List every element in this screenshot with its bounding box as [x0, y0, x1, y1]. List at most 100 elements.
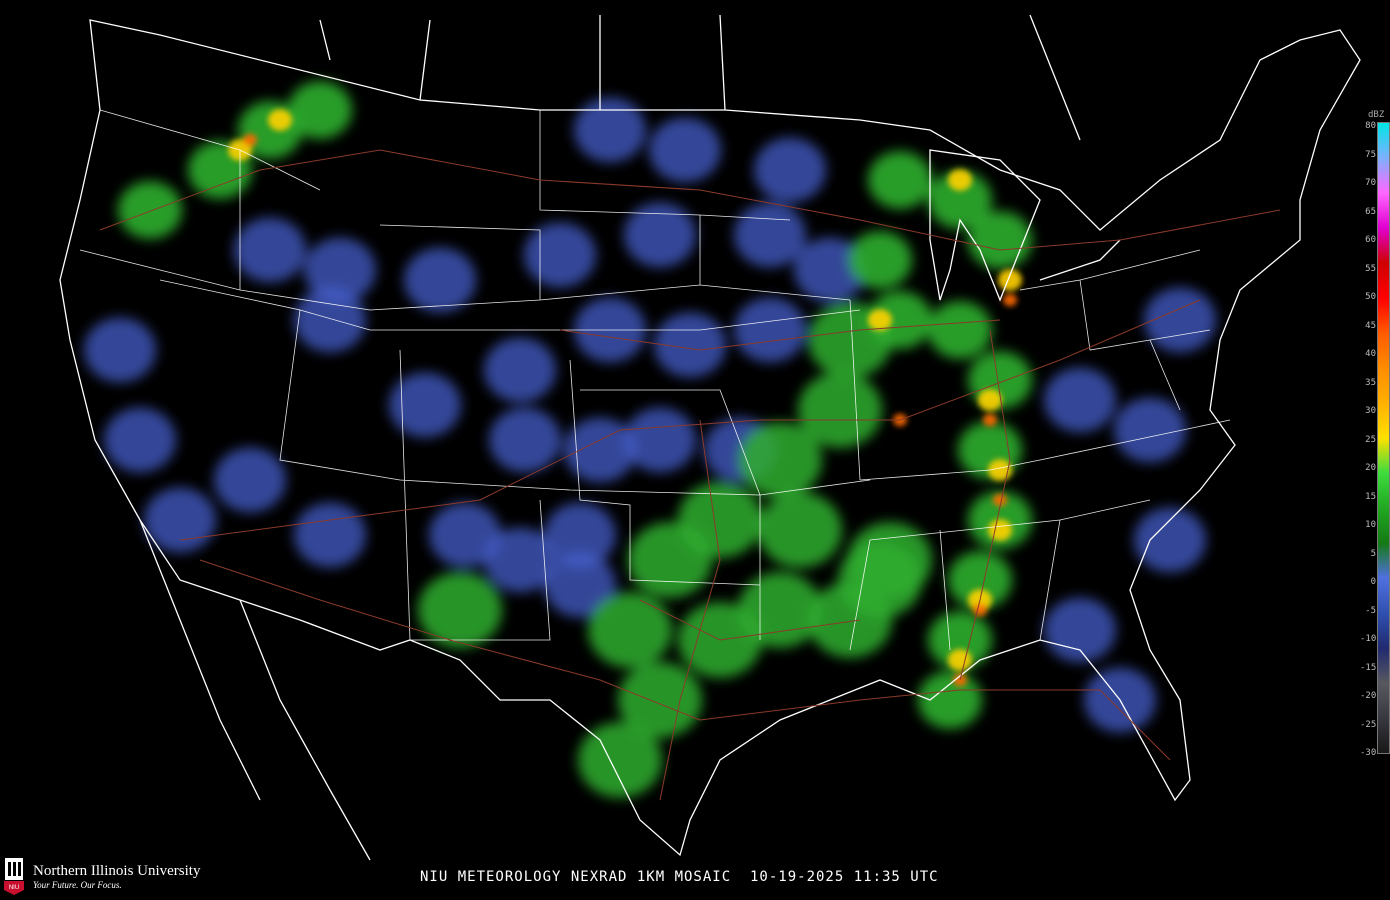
legend-tick: 40 — [1365, 349, 1376, 359]
radar-echo — [578, 722, 662, 798]
radar-echo — [794, 237, 866, 303]
radar-echo — [288, 81, 352, 139]
radar-echo — [734, 297, 806, 363]
radar-echo — [544, 552, 616, 618]
legend-tick: 75 — [1365, 149, 1376, 160]
radar-echo — [993, 493, 1007, 507]
radar-echo — [1144, 287, 1216, 353]
legend-tick: 60 — [1365, 235, 1376, 245]
radar-echo — [484, 337, 556, 403]
radar-echo — [998, 269, 1022, 291]
radar-echo — [798, 372, 882, 448]
radar-echo — [868, 291, 932, 349]
radar-echo — [524, 222, 596, 288]
radar-echo — [968, 211, 1032, 269]
radar-echo — [983, 413, 997, 427]
radar-echo — [574, 97, 646, 163]
radar-echo — [304, 237, 376, 303]
radar-echo — [918, 671, 982, 729]
radar-echo — [738, 572, 822, 648]
radar-echo — [294, 502, 366, 568]
legend-tick: -10 — [1360, 634, 1377, 644]
radar-echo — [104, 407, 176, 473]
radar-echo — [144, 487, 216, 553]
radar-echo — [988, 519, 1012, 541]
radar-echo — [429, 502, 501, 568]
legend-tick: 70 — [1365, 178, 1376, 188]
radar-echo — [84, 317, 156, 383]
radar-echo — [214, 447, 286, 513]
radar-echo — [234, 217, 306, 283]
radar-echo — [1044, 367, 1116, 433]
map-caption: NIU METEOROLOGY NEXRAD 1KM MOSAIC 10-19-… — [420, 869, 939, 885]
radar-echo — [628, 522, 712, 598]
radar-echo — [588, 592, 672, 668]
radar-echo — [868, 151, 932, 209]
radar-echo — [848, 231, 912, 289]
legend-unit: dBZ — [1368, 110, 1385, 120]
radar-echo — [948, 551, 1012, 609]
svg-text:NIU: NIU — [9, 885, 19, 891]
radar-echo — [544, 502, 616, 568]
radar-echo — [564, 417, 636, 483]
radar-echo — [1003, 293, 1017, 307]
radar-echo — [973, 603, 987, 617]
great-lakes — [929, 149, 1121, 302]
radar-echo — [988, 459, 1012, 481]
radar-echo — [489, 407, 561, 473]
legend-tick: 25 — [1365, 434, 1376, 445]
university-name: Northern Illinois University — [33, 862, 201, 879]
legend-tick: 30 — [1365, 406, 1376, 416]
us-outline — [59, 19, 1361, 857]
legend-tick: 20 — [1365, 463, 1376, 473]
niu-logo: NIU Northern Illinois University Your Fu… — [2, 856, 200, 896]
radar-echo — [418, 572, 502, 648]
radar-echo — [1044, 597, 1116, 663]
radar-echo — [484, 527, 556, 593]
radar-echo — [754, 137, 826, 203]
radar-echo — [624, 407, 696, 473]
university-tagline: Your Future. Our Focus. — [33, 879, 122, 890]
dbz-color-legend: dBZ 80 75 70 65 60 55 50 45 40 35 30 25 20 15 10 5 0 -5 -1… — [1360, 110, 1390, 760]
radar-echo — [928, 611, 992, 669]
radar-echo — [1134, 507, 1206, 573]
radar-echo — [948, 169, 972, 191]
radar-echo — [1114, 397, 1186, 463]
legend-tick: 65 — [1365, 206, 1376, 217]
legend-tick: 80 — [1365, 121, 1376, 131]
radar-echo — [848, 522, 932, 598]
radar-echo — [734, 202, 806, 268]
highways — [99, 149, 1281, 801]
legend-tick: 0 — [1370, 577, 1376, 587]
radar-echo — [928, 171, 992, 229]
legend-tick: 35 — [1365, 377, 1376, 388]
legend-tick: -5 — [1365, 605, 1376, 616]
radar-echo — [243, 133, 257, 147]
radar-echo — [758, 492, 842, 568]
legend-tick: 45 — [1365, 320, 1376, 331]
radar-echo — [868, 309, 892, 331]
radar-echo — [389, 372, 461, 438]
mexico-coast — [139, 519, 371, 861]
canada-border — [319, 14, 1081, 141]
radar-echo — [268, 109, 292, 131]
legend-color-bar — [1377, 122, 1390, 754]
legend-tick: 5 — [1370, 548, 1376, 559]
radar-echo — [948, 649, 972, 671]
legend-tick: -15 — [1360, 662, 1377, 673]
radar-echo — [928, 301, 992, 359]
radar-echo — [118, 181, 182, 239]
legend-tick: 50 — [1365, 292, 1376, 302]
radar-echo — [738, 422, 822, 498]
radar-echo — [618, 662, 702, 738]
legend-tick: 10 — [1365, 520, 1376, 530]
radar-echo — [624, 202, 696, 268]
niu-badge-icon: NIU — [2, 856, 26, 896]
boundaries — [59, 14, 1361, 861]
legend-tick: -30 — [1360, 748, 1377, 758]
radar-echo — [649, 117, 721, 183]
radar-echo — [294, 287, 366, 353]
legend-tick: -25 — [1360, 719, 1377, 730]
radar-echo — [404, 247, 476, 313]
